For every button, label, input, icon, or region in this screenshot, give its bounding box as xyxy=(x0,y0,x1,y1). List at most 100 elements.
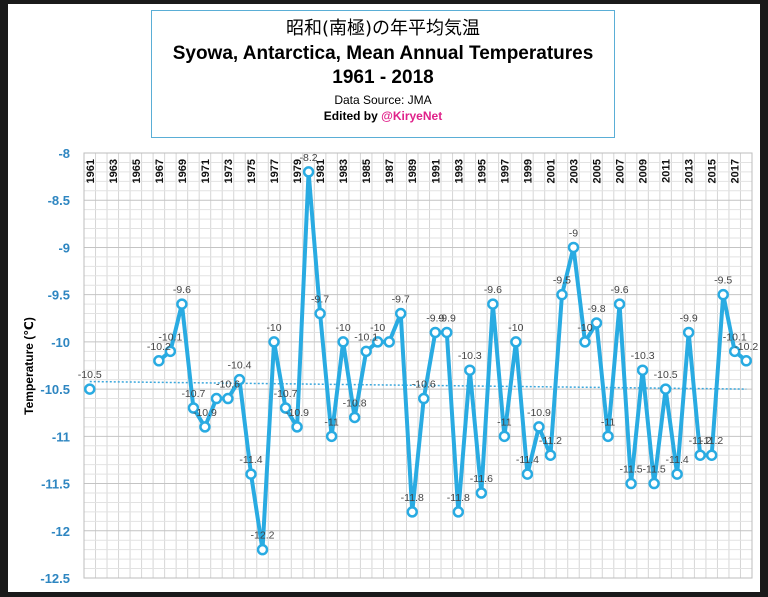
x-tick-label: 1975 xyxy=(246,159,258,183)
plot-border xyxy=(83,152,753,579)
data-label: -9.9 xyxy=(426,312,444,324)
trendline-layer xyxy=(89,380,747,390)
data-label: -9.6 xyxy=(173,284,191,296)
data-point xyxy=(441,326,453,339)
data-label: -10 xyxy=(508,322,523,334)
data-point xyxy=(740,355,752,367)
y-tick-label: -10.5 xyxy=(40,382,70,397)
x-tick-label: 2015 xyxy=(707,159,719,183)
data-point xyxy=(429,326,442,339)
data-label: -10.1 xyxy=(158,331,182,343)
data-label: -10.6 xyxy=(412,379,436,391)
chart-subtitle: 1961 - 2018 xyxy=(332,67,434,88)
data-point xyxy=(498,430,511,443)
data-point xyxy=(233,373,246,386)
x-tick-label: 1977 xyxy=(269,159,281,183)
data-label: -10.7 xyxy=(181,388,205,400)
data-point xyxy=(717,288,729,301)
data-point xyxy=(567,241,580,254)
data-label: -10.9 xyxy=(527,407,551,419)
x-tick-label: 1981 xyxy=(315,159,327,183)
x-tick-label: 1995 xyxy=(476,159,488,183)
y-tick-label: -11.5 xyxy=(41,477,70,492)
data-label: -9.9 xyxy=(438,312,456,324)
data-label: -10.7 xyxy=(274,388,298,400)
data-point xyxy=(682,326,695,339)
series-line xyxy=(157,169,748,552)
data-label: -11.8 xyxy=(447,492,470,504)
data-point xyxy=(694,449,706,461)
data-point xyxy=(625,477,637,490)
y-tick-label: -10 xyxy=(51,335,70,350)
data-label: -11 xyxy=(497,416,512,428)
data-point xyxy=(510,336,522,348)
x-tick-label: 2009 xyxy=(638,159,650,183)
x-tick-label: 2001 xyxy=(545,159,557,183)
data-point xyxy=(199,421,211,433)
data-point xyxy=(279,402,292,414)
data-label: -11 xyxy=(601,416,616,428)
data-point xyxy=(544,449,557,461)
data-label: -9.5 xyxy=(714,275,732,287)
data-label: -10.4 xyxy=(228,360,252,372)
y-axis-ticks: -8 -8.5 -9 -9.5 -10 -10.5 -11 -11.5 -12 -12.5 xyxy=(40,146,70,586)
data-label: -10 xyxy=(336,322,351,334)
data-point xyxy=(210,392,223,405)
data-point xyxy=(613,298,626,310)
data-label: -10 xyxy=(370,322,385,334)
data-point xyxy=(475,487,488,499)
data-label: -10.1 xyxy=(354,331,378,343)
data-label: -11.5 xyxy=(619,464,642,476)
y-tick-label: -11 xyxy=(52,429,70,444)
data-point xyxy=(360,345,372,358)
data-label: -10.2 xyxy=(734,341,758,353)
chart-title-japanese: 昭和(南極)の年平均気温 xyxy=(285,18,481,39)
data-point xyxy=(176,298,188,310)
data-label: -10.5 xyxy=(654,369,678,381)
data-label: -12.2 xyxy=(251,530,275,542)
data-point xyxy=(314,307,326,320)
x-tick-label: 1997 xyxy=(499,159,511,183)
x-tick-label: 2017 xyxy=(730,159,742,183)
data-label: -10.8 xyxy=(343,397,367,409)
data-point xyxy=(337,336,349,348)
data-point xyxy=(452,506,465,518)
data-point xyxy=(291,421,303,433)
data-point xyxy=(521,468,534,480)
x-tick-label: 2013 xyxy=(684,159,696,183)
data-point xyxy=(406,506,418,518)
data-labels: -10.5 -10.2 -10.1 -9.6 -10.7 -10.9 -10.6 -10.4 -… xyxy=(78,152,759,542)
y-tick-label: -9.5 xyxy=(48,288,70,303)
data-point xyxy=(705,449,718,461)
x-tick-label: 2005 xyxy=(592,159,604,183)
x-tick-label: 1973 xyxy=(223,159,235,183)
data-point xyxy=(325,430,338,443)
data-point xyxy=(533,421,545,433)
y-tick-label: -12.5 xyxy=(40,571,70,586)
y-tick-label: -12 xyxy=(51,524,70,539)
x-tick-label: 1971 xyxy=(200,159,212,183)
data-label: -9 xyxy=(569,227,578,239)
data-point xyxy=(590,317,603,329)
data-label: -10.9 xyxy=(285,407,309,419)
data-label: -9.8 xyxy=(587,303,605,315)
data-point xyxy=(164,345,177,358)
data-point xyxy=(383,336,395,348)
data-label: -10.6 xyxy=(216,379,240,391)
data-label: -9.6 xyxy=(484,284,502,296)
data-label: -11.2 xyxy=(539,435,562,447)
grid-layer xyxy=(83,152,753,579)
data-label: -10.5 xyxy=(78,369,102,381)
y-tick-label: -8.5 xyxy=(48,193,70,208)
data-point xyxy=(394,307,407,320)
data-label: -11 xyxy=(324,416,339,428)
series-line-layer xyxy=(157,169,748,552)
x-tick-label: 1963 xyxy=(108,159,120,183)
chart-title: Syowa, Antarctica, Mean Annual Temperatu… xyxy=(172,43,594,64)
data-label: -9.7 xyxy=(311,294,329,306)
x-tick-label: 1989 xyxy=(407,159,419,183)
data-point xyxy=(487,298,499,310)
data-point xyxy=(556,288,568,301)
data-point xyxy=(256,543,269,556)
